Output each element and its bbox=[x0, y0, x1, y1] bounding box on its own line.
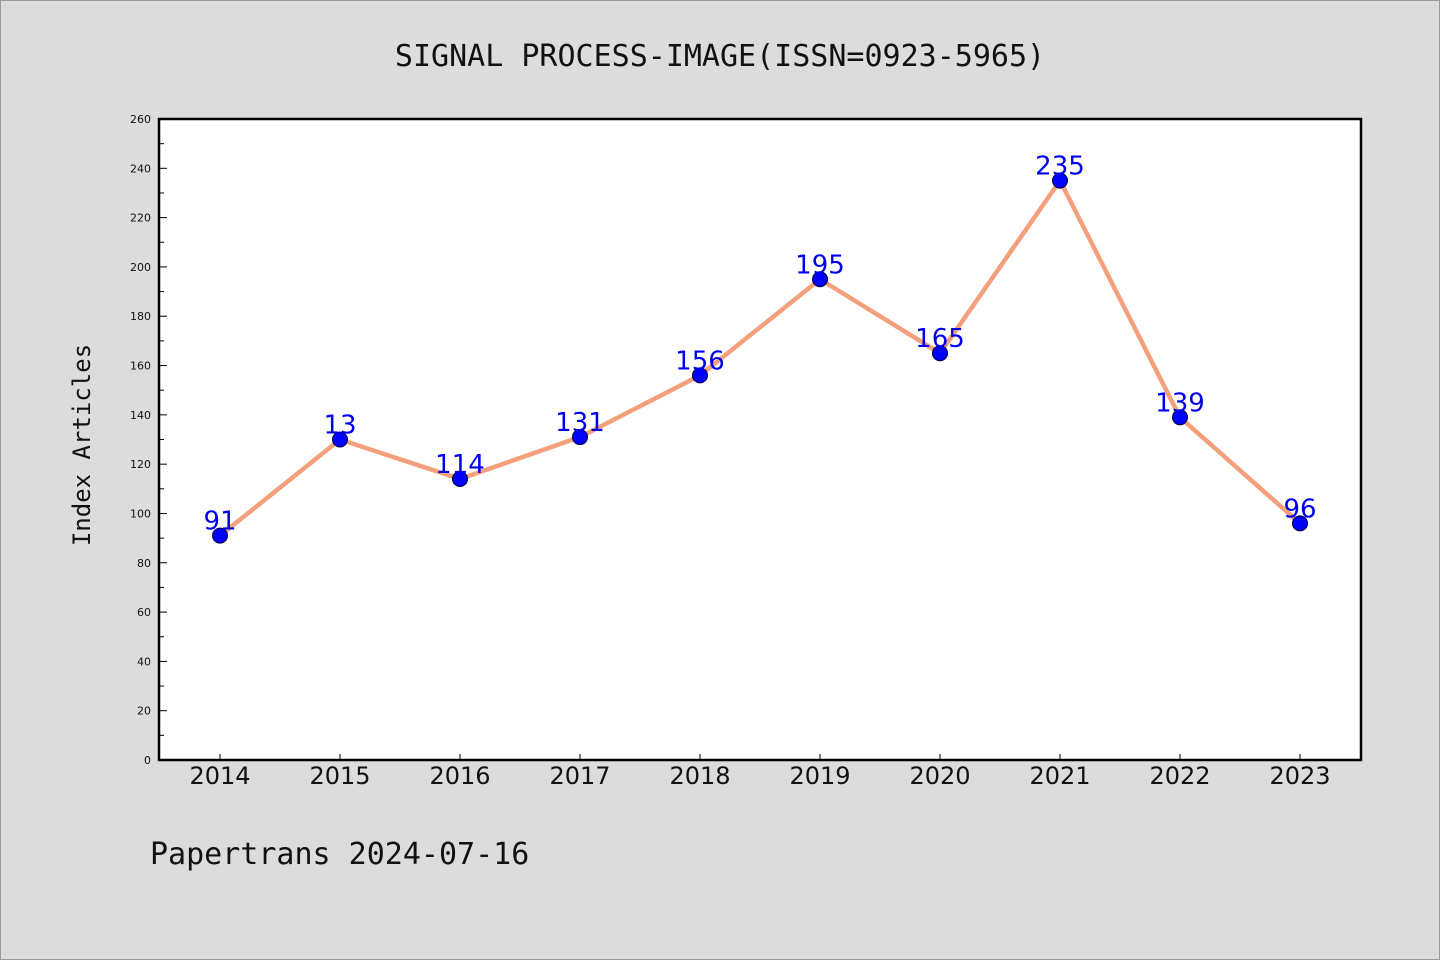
y-tick-label: 240 bbox=[130, 162, 151, 175]
footer-credit: Papertrans 2024-07-16 bbox=[150, 837, 529, 872]
data-point bbox=[1052, 172, 1068, 189]
data-point bbox=[332, 431, 348, 448]
data-point bbox=[452, 470, 468, 487]
x-tick-label: 2018 bbox=[669, 762, 730, 790]
y-tick-label: 80 bbox=[137, 557, 151, 570]
series-index-articles bbox=[212, 172, 1308, 544]
y-axis: 0 20 40 60 80 100 120 140 160 180 200 220 240 260 bbox=[130, 113, 167, 767]
series-line bbox=[218, 178, 1302, 538]
y-tick-label: 100 bbox=[130, 507, 151, 520]
x-tick-label: 2016 bbox=[429, 762, 490, 790]
y-tick-label: 140 bbox=[130, 409, 151, 422]
data-label: 139 bbox=[1155, 388, 1205, 418]
data-label: 165 bbox=[915, 324, 965, 354]
x-tick-label: 2023 bbox=[1269, 762, 1330, 790]
x-tick-label: 2022 bbox=[1149, 762, 1210, 790]
y-tick-label: 120 bbox=[130, 458, 151, 471]
plot-area bbox=[157, 117, 1363, 762]
y-tick-label: 220 bbox=[130, 212, 151, 225]
x-axis: 2014 2015 2016 2017 2018 2019 2020 2021 2022 2023 bbox=[189, 754, 1331, 790]
data-point bbox=[1172, 409, 1188, 426]
data-point bbox=[212, 527, 228, 544]
data-label: 235 bbox=[1035, 152, 1085, 182]
data-label: 91 bbox=[203, 507, 236, 537]
chart-title: SIGNAL PROCESS-IMAGE(ISSN=0923-5965) bbox=[395, 39, 1045, 74]
x-tick-label: 2019 bbox=[789, 762, 850, 790]
y-axis-label: Index Articles bbox=[68, 344, 96, 546]
x-tick-label: 2015 bbox=[309, 762, 370, 790]
data-label: 13 bbox=[323, 411, 356, 441]
x-tick-label: 2014 bbox=[189, 762, 250, 790]
x-tick-label: 2017 bbox=[549, 762, 610, 790]
y-tick-label: 60 bbox=[137, 606, 151, 619]
data-labels: 91 13 114 131 156 195 165 235 139 96 bbox=[203, 152, 1316, 537]
data-label: 114 bbox=[435, 450, 485, 480]
y-tick-label: 260 bbox=[130, 113, 151, 126]
data-point bbox=[692, 367, 708, 384]
y-tick-label: 20 bbox=[137, 705, 151, 718]
data-point bbox=[932, 345, 948, 362]
x-tick-label: 2021 bbox=[1029, 762, 1090, 790]
data-label: 195 bbox=[795, 250, 845, 280]
data-point bbox=[572, 429, 588, 446]
data-label: 156 bbox=[675, 346, 725, 376]
data-point bbox=[812, 271, 828, 288]
y-tick-label: 180 bbox=[130, 310, 151, 323]
y-tick-label: 40 bbox=[137, 655, 151, 668]
x-tick-label: 2020 bbox=[909, 762, 970, 790]
y-tick-label: 200 bbox=[130, 261, 151, 274]
y-tick-label: 0 bbox=[144, 754, 151, 767]
y-tick-label: 160 bbox=[130, 360, 151, 373]
data-label: 96 bbox=[1283, 494, 1316, 524]
data-point bbox=[1292, 515, 1308, 532]
data-label: 131 bbox=[555, 408, 605, 438]
